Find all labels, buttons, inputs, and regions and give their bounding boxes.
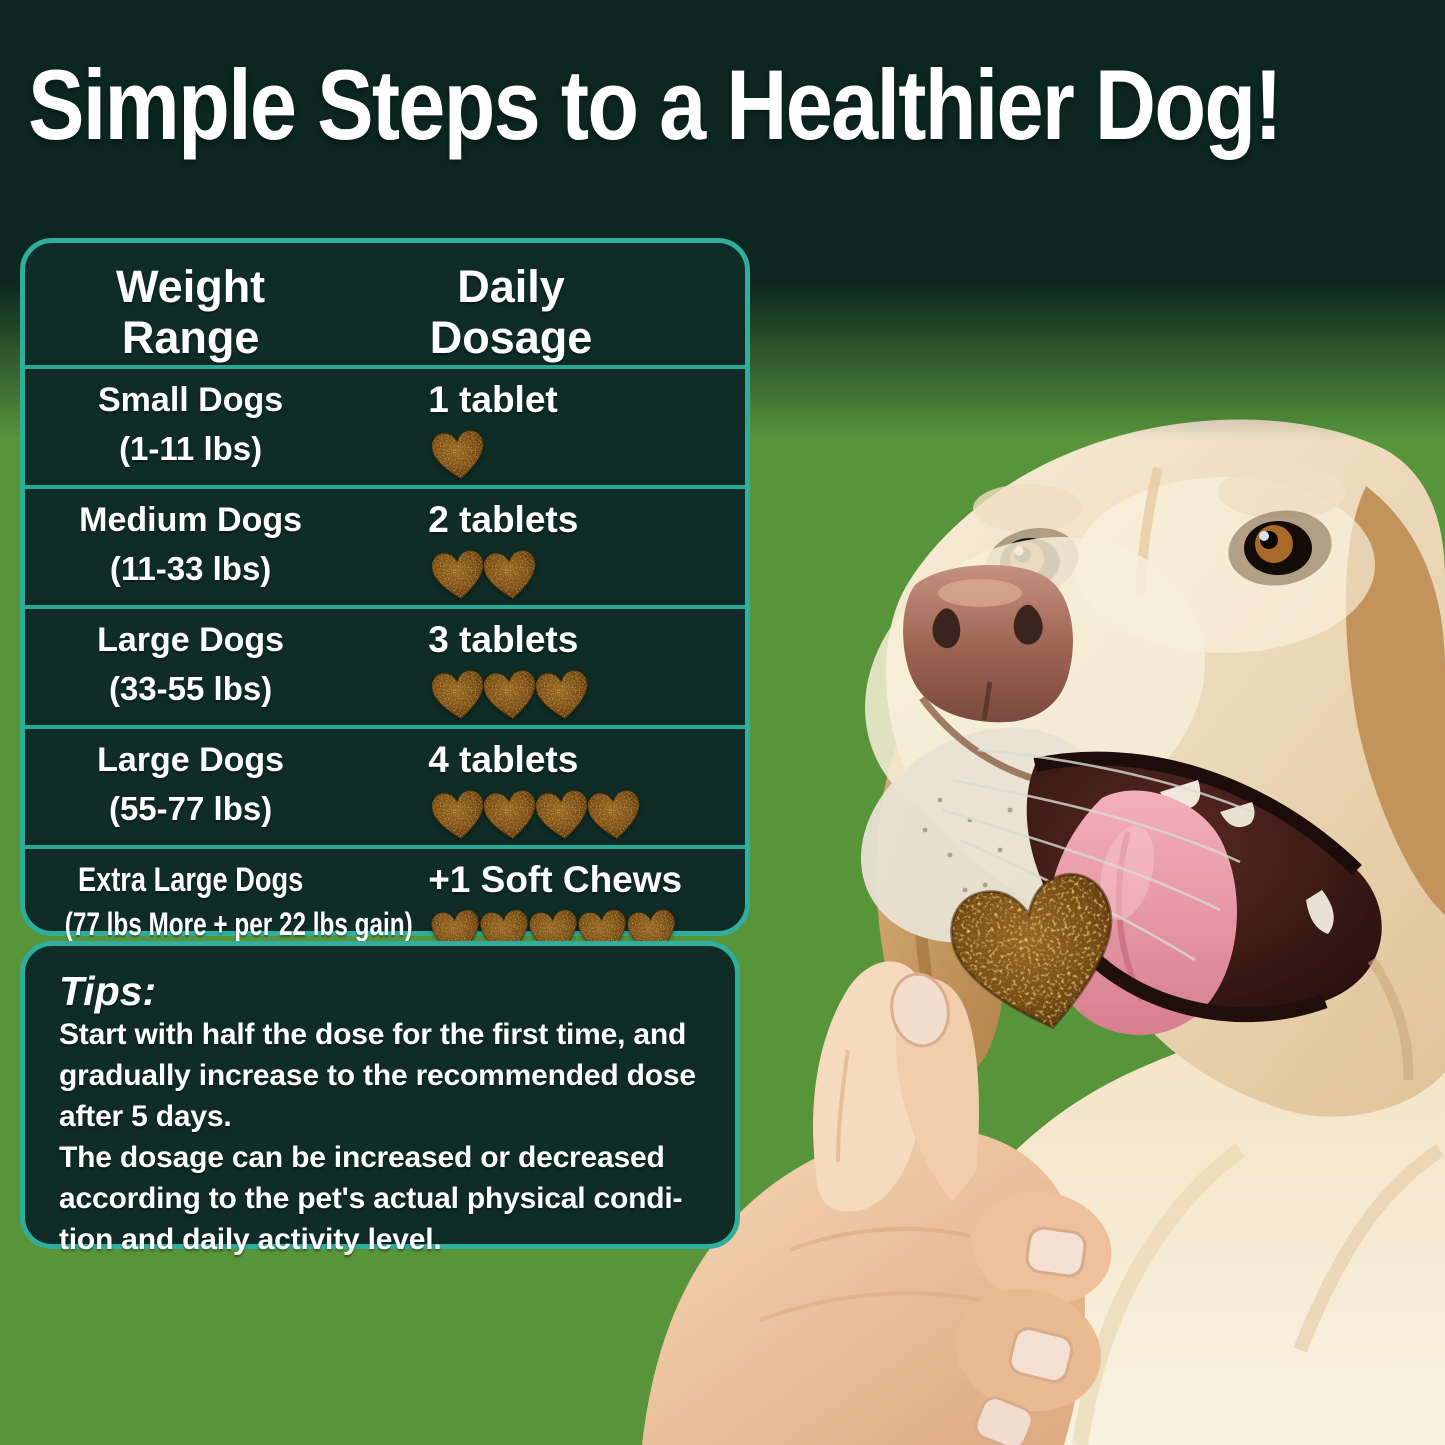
heart-chew-icon <box>532 664 593 725</box>
dog-mouth <box>1026 751 1382 1036</box>
dog-ear-right <box>1345 486 1445 915</box>
dose-label: 4 tablets <box>428 739 579 780</box>
heart-chew-icon <box>480 544 541 605</box>
chew-icons <box>428 544 745 605</box>
tips-heading: Tips: <box>59 968 157 1014</box>
dosage-table: Weight Range Daily Dosage Small Dogs (1-… <box>20 238 750 936</box>
table-row: Large Dogs (55-77 lbs) 4 tablets <box>25 725 745 845</box>
table-row: Large Dogs (33-55 lbs) 3 tablets <box>25 605 745 725</box>
page-title: Simple Steps to a Healthier Dog! <box>28 49 1283 160</box>
tip-line: according to the pet's actual physical c… <box>59 1182 683 1215</box>
chew-icons <box>428 664 745 725</box>
weight-range: (1-11 lbs) <box>119 430 263 467</box>
thumb-nail <box>890 972 950 1048</box>
chew-icons <box>428 784 745 845</box>
heart-chew-icon <box>584 784 645 845</box>
dose-label: 3 tablets <box>428 619 579 660</box>
chew-icons <box>428 424 745 485</box>
weight-range: (11-33 lbs) <box>109 550 272 587</box>
weight-range: (77 lbs More + per 22 lbs gain) <box>64 906 413 942</box>
weight-label: Large Dogs <box>97 621 285 659</box>
weight-range: (55-77 lbs) <box>108 790 273 827</box>
finger-nail <box>1025 1226 1087 1278</box>
dose-label: 2 tablets <box>428 499 579 540</box>
table-row: Medium Dogs (11-33 lbs) 2 tablets <box>25 485 745 605</box>
tip-line: gradually increase to the recommended do… <box>59 1059 696 1092</box>
tip-line: Start with half the dose for the first t… <box>59 1018 687 1051</box>
col-header-weight: Weight Range <box>116 261 266 364</box>
dose-label: +1 Soft Chews <box>428 859 683 900</box>
table-header: Weight Range Daily Dosage <box>25 243 745 365</box>
finger-nail <box>974 1396 1034 1445</box>
weight-label: Medium Dogs <box>79 501 303 539</box>
tips-panel: Tips: Start with half the dose for the f… <box>20 941 740 1256</box>
dog-tongue <box>1047 790 1237 1036</box>
heart-chew-icon <box>428 424 489 485</box>
table-row: Extra Large Dogs (77 lbs More + per 22 l… <box>25 845 745 960</box>
weight-label: Large Dogs <box>97 741 285 779</box>
dog-nose <box>903 565 1073 723</box>
hand <box>642 840 1150 1445</box>
col-header-dosage: Daily Dosage <box>429 261 593 364</box>
dose-label: 1 tablet <box>428 379 558 420</box>
weight-label: Extra Large Dogs <box>77 861 304 899</box>
tip-line: after 5 days. <box>59 1100 232 1133</box>
dog-eye-right <box>1228 510 1332 586</box>
weight-range: (33-55 lbs) <box>108 670 273 707</box>
tip-line: The dosage can be increased or decreased <box>59 1141 665 1174</box>
table-row: Small Dogs (1-11 lbs) 1 tablet <box>25 365 745 485</box>
finger-nail <box>1008 1327 1074 1383</box>
dog-photo <box>642 419 1445 1445</box>
weight-label: Small Dogs <box>98 381 284 419</box>
tip-line: tion and daily activity level. <box>59 1223 442 1256</box>
